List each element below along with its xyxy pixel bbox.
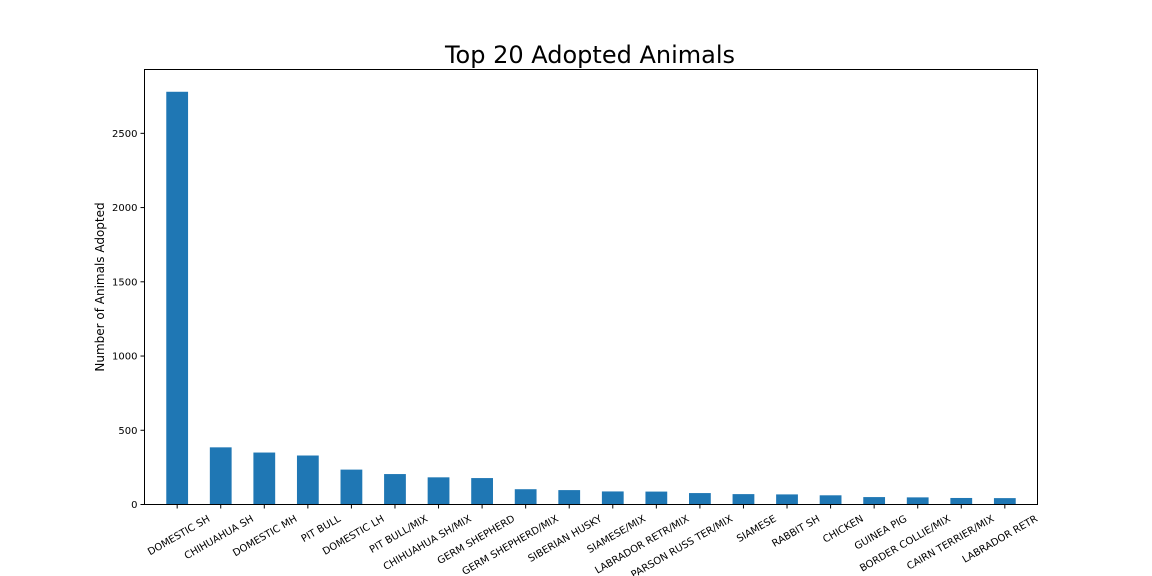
- bar-1: [209, 447, 232, 505]
- bar-2: [253, 452, 276, 505]
- bar-6: [427, 477, 450, 505]
- bar-14: [776, 494, 798, 505]
- y-tick-label-2: 1000: [112, 352, 137, 363]
- chart-title: Top 20 Adopted Animals: [444, 41, 735, 69]
- bar-4: [340, 469, 363, 505]
- bar-13: [732, 494, 755, 505]
- y-tick-label-3: 1500: [112, 277, 137, 288]
- x-tick-label-14: RABBIT SH: [770, 514, 822, 550]
- y-axis-label: Number of Animals Adopted: [93, 202, 107, 371]
- bar-7: [471, 478, 493, 505]
- bar-18: [950, 497, 973, 505]
- bar-0: [166, 91, 189, 505]
- bar-8: [514, 489, 537, 505]
- y-axis-ticks: 0 500 1000 1500 2000 2500: [112, 129, 145, 511]
- bar-10: [601, 491, 624, 505]
- bar-16: [863, 497, 886, 505]
- bar-9: [558, 490, 581, 505]
- bar-12: [689, 493, 711, 505]
- y-tick-label-0: 0: [131, 500, 137, 511]
- y-tick-label-4: 2000: [112, 203, 137, 214]
- plot-frame: [144, 69, 1038, 505]
- bars-group: [166, 91, 1016, 505]
- bar-11: [645, 491, 668, 505]
- bar-17: [906, 497, 929, 505]
- x-tick-label-9: SIBERIAN HUSKY: [527, 513, 605, 565]
- bar-3: [296, 455, 319, 505]
- bar-19: [993, 498, 1016, 505]
- y-tick-label-1: 500: [118, 426, 137, 437]
- x-tick-label-19: LABRADOR RETR: [961, 514, 1040, 566]
- bar-5: [384, 474, 406, 505]
- y-tick-label-5: 2500: [112, 129, 137, 140]
- bar-15: [819, 495, 842, 505]
